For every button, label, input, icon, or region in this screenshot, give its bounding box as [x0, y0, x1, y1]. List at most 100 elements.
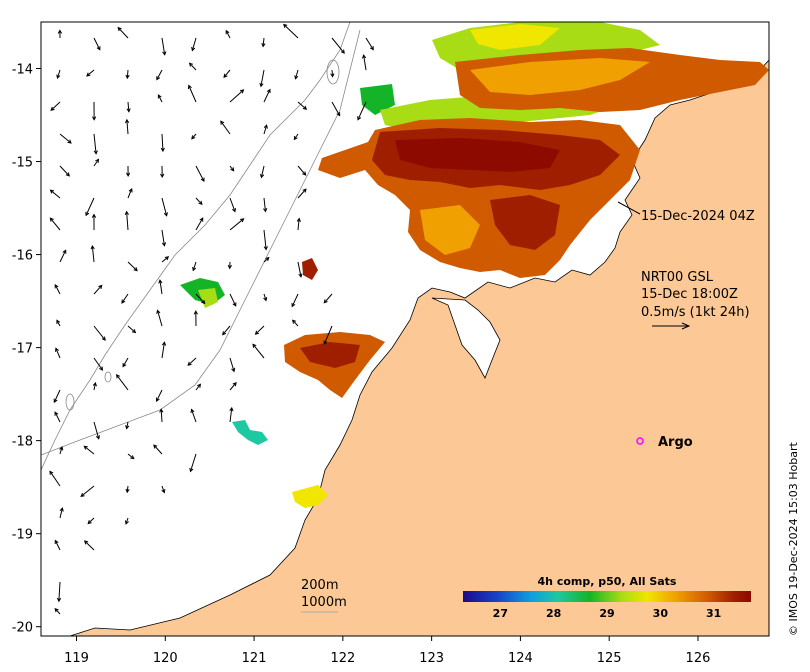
current-arrow [191, 133, 197, 140]
argo-label: Argo [658, 435, 693, 450]
current-arrow [125, 69, 130, 80]
current-arrow [59, 507, 64, 519]
current-arrow [187, 84, 197, 103]
land-mass [69, 22, 769, 636]
current-arrow [83, 540, 95, 551]
current-arrow [263, 293, 268, 302]
current-arrow [187, 357, 197, 366]
current-arrow [93, 421, 101, 440]
current-time-label: 15-Dec 18:00Z [641, 287, 738, 302]
y-axis: -14 -15 -16 -17 -18 -19 -20 [12, 63, 41, 636]
x-tick-label: 125 [597, 651, 622, 666]
current-arrow [125, 165, 131, 177]
current-arrow [223, 69, 231, 78]
y-tick-label: -16 [12, 249, 33, 264]
sst-overlay [180, 22, 769, 508]
colorbar-tick-label: 29 [599, 607, 614, 620]
isobath-1000m [41, 29, 361, 456]
current-arrow [49, 189, 61, 199]
isobath-200m [41, 22, 351, 471]
current-arrow [331, 37, 345, 54]
current-arrow [222, 325, 231, 336]
x-tick-label: 123 [419, 651, 444, 666]
current-arrow [121, 293, 129, 304]
y-tick-label: -18 [12, 435, 33, 450]
current-arrow [259, 69, 265, 88]
current-arrow [293, 133, 299, 141]
current-arrow [323, 293, 333, 304]
current-arrow [122, 357, 129, 368]
current-vector-field [49, 23, 374, 615]
current-arrow [297, 165, 307, 176]
current-arrow [54, 539, 61, 551]
x-tick-label: 126 [686, 651, 711, 666]
current-arrow [93, 133, 98, 155]
current-arrow [127, 261, 138, 272]
current-arrow [190, 408, 197, 423]
current-arrow [220, 120, 231, 135]
current-arrow [124, 118, 130, 135]
current-arrow [54, 607, 61, 615]
current-arrow [189, 453, 197, 473]
colorbar-gradient [463, 591, 751, 602]
current-arrow [93, 284, 103, 295]
current-arrow [195, 217, 204, 231]
current-arrow [93, 325, 106, 341]
current-arrow [297, 188, 307, 199]
current-arrow [294, 69, 299, 80]
current-arrow [124, 210, 129, 231]
x-tick-label: 121 [242, 651, 267, 666]
x-tick-label: 120 [153, 651, 178, 666]
current-arrow [59, 165, 70, 177]
sst-time-label: 15-Dec-2024 04Z [641, 209, 755, 224]
x-axis: 119 120 121 122 123 124 125 126 [64, 636, 710, 666]
colorbar-tick-label: 31 [706, 607, 721, 620]
current-arrow [161, 256, 170, 263]
argo-float-marker [636, 437, 644, 445]
sst-time-label-group: 15-Dec-2024 04Z [617, 201, 755, 224]
current-arrow [56, 69, 61, 79]
colorbar-title: 4h comp, p50, All Sats [538, 575, 677, 588]
current-arrow [125, 485, 130, 494]
current-arrow [261, 37, 266, 48]
x-tick-label: 119 [64, 651, 89, 666]
current-arrow [229, 218, 245, 231]
current-arrow [115, 374, 129, 391]
current-arrow [153, 444, 163, 455]
current-arrow [195, 165, 205, 183]
current-arrow [86, 69, 95, 77]
current-arrow [80, 485, 95, 498]
current-arrow [161, 229, 167, 247]
current-arrow [263, 229, 268, 251]
current-arrow [59, 249, 67, 263]
current-arrow [161, 37, 167, 56]
current-arrow [91, 101, 97, 121]
current-arrow [331, 101, 341, 117]
current-scale-label: 0.5m/s (1kt 24h) [641, 305, 750, 320]
current-arrow [156, 69, 163, 81]
current-arrow [53, 389, 61, 404]
current-arrow [188, 62, 197, 71]
isobath-200-label: 200m [301, 578, 338, 593]
colorbar-tick-label: 27 [493, 607, 508, 620]
current-arrow [254, 325, 265, 335]
plot-frame [40, 21, 770, 637]
y-tick-label: -19 [12, 528, 33, 543]
current-arrow [93, 158, 100, 167]
current-arrow [229, 293, 237, 307]
current-arrow [195, 197, 203, 206]
current-arrow [159, 408, 164, 423]
current-arrow [156, 309, 163, 327]
current-arrow [127, 188, 133, 199]
current-arrow [56, 319, 61, 327]
current-arrow [263, 88, 271, 103]
current-arrow [160, 133, 165, 153]
current-arrow [157, 94, 163, 103]
current-arrow [83, 445, 95, 455]
current-arrow [59, 133, 72, 144]
current-arrow [57, 29, 63, 39]
current-arrow [93, 357, 104, 371]
current-arrow [193, 310, 198, 327]
current-arrow [263, 197, 268, 213]
